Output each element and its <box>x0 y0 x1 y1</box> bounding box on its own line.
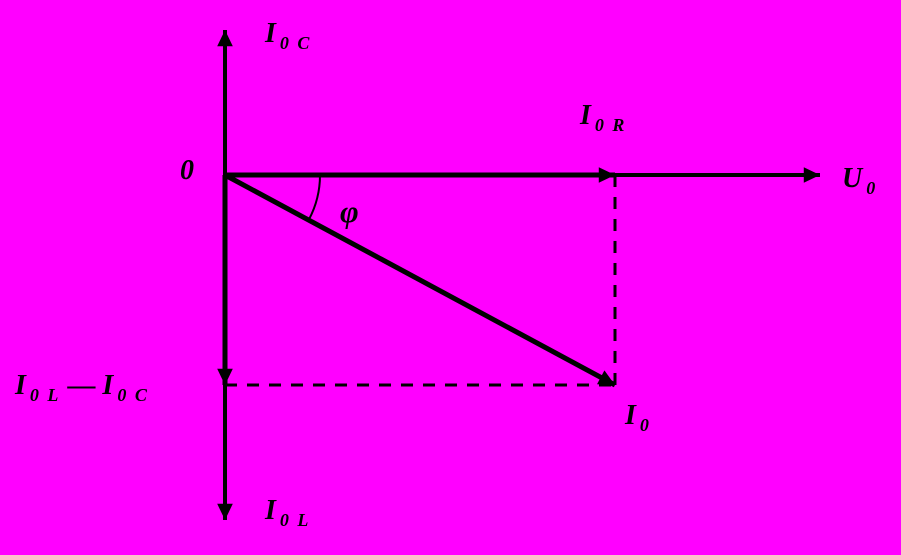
label-phi: φ <box>340 193 359 230</box>
label-origin: 0 <box>180 155 194 187</box>
label-sub: 0 C <box>280 33 312 53</box>
phasor-diagram: 0 I0 C I0 R U0 I0 I0 L I0 L — I0 C φ <box>0 0 901 555</box>
label-main: I <box>265 18 276 49</box>
label-main: I <box>265 495 276 526</box>
label-i0l-i0c: I0 L — I0 C <box>15 370 149 406</box>
label-main: I <box>580 100 591 131</box>
diagram-svg <box>0 0 901 555</box>
label-sub: 0 <box>866 178 877 198</box>
label-i0r: I0 R <box>580 100 626 136</box>
label-sub: 0 R <box>595 115 627 135</box>
label-sub: 0 <box>640 415 651 435</box>
label-main: I <box>625 400 636 431</box>
label-main: U <box>842 163 862 194</box>
label-i0: I0 <box>625 400 651 436</box>
label-i0c: I0 C <box>265 18 311 54</box>
label-u0: U0 <box>842 163 877 199</box>
label-sub: 0 L <box>280 510 311 530</box>
label-i0l: I0 L <box>265 495 310 531</box>
